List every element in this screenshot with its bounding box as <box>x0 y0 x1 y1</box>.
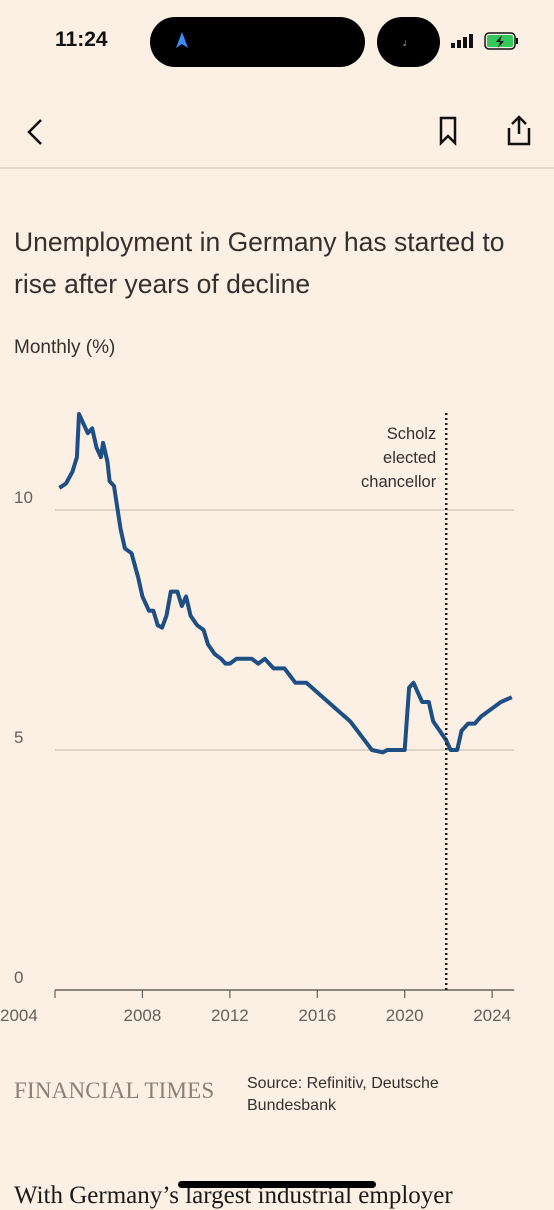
x-tick-label: 2012 <box>211 1006 249 1025</box>
data-line <box>58 412 513 755</box>
home-bar <box>178 1181 376 1188</box>
signal-icon <box>451 34 473 48</box>
x-tick-label: 2008 <box>124 1006 162 1025</box>
share-button[interactable] <box>507 115 531 146</box>
music-indicator <box>377 17 440 67</box>
x-tick-label: 2024 <box>473 1006 511 1025</box>
navigation-icon <box>176 32 188 48</box>
battery[interactable] <box>484 32 516 50</box>
dynamic-island <box>150 17 365 67</box>
home-indicator[interactable] <box>178 1181 376 1188</box>
chart-subtitle: Monthly (%) <box>14 337 116 358</box>
chart-title: Unemployment in Germany has started to r… <box>14 227 505 299</box>
charging-icon <box>496 35 504 48</box>
y-tick-label: 0 <box>14 968 23 987</box>
annotation-label: Scholz <box>387 425 437 443</box>
source-note: Source: Refinitiv, Deutsche Bundesbank <box>247 1075 439 1114</box>
x-tick-label: 2020 <box>386 1006 424 1025</box>
x-tick-label: 2004 <box>0 1006 38 1025</box>
music-icon: ♩ <box>403 37 414 49</box>
logo[interactable]: FINANCIAL TIMES <box>14 1078 215 1103</box>
chart: 0 5 10 2004 2008 2012 2016 2020 2024 Scholz electe… <box>0 412 514 1025</box>
battery-tip <box>516 38 518 44</box>
back-button[interactable] <box>27 119 42 145</box>
y-tick-label: 5 <box>14 728 23 747</box>
y-tick-label: 10 <box>14 488 33 507</box>
bookmark-button[interactable] <box>439 116 457 147</box>
annotation-label: chancellor <box>361 473 437 491</box>
status-time: 11:24 <box>55 28 108 51</box>
top-bar: ♩ <box>0 17 554 169</box>
annotation-label: elected <box>383 449 436 467</box>
x-tick-label: 2016 <box>298 1006 336 1025</box>
